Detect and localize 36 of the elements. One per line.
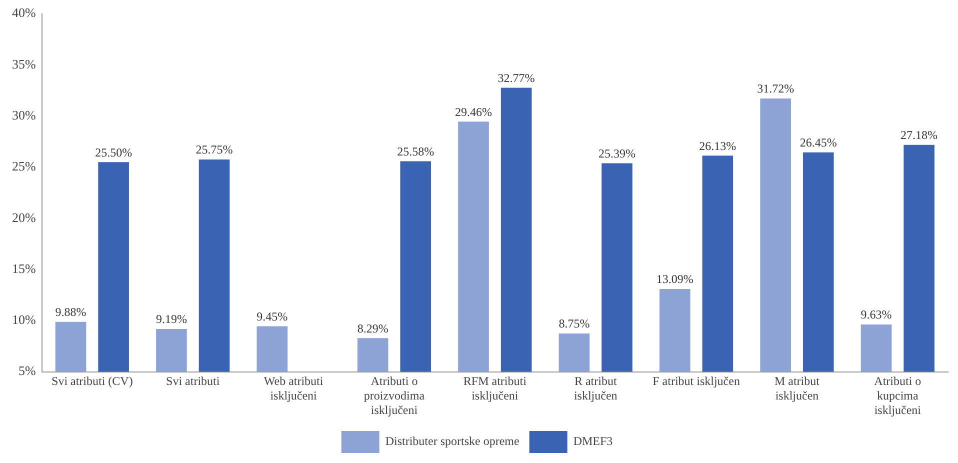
legend-label: DMEF3 (573, 434, 613, 448)
y-tick-label: 35% (12, 56, 36, 72)
x-tick-label: R atribut isključen (574, 374, 618, 403)
x-tick-label: Atributi o proizvodima isključeni (364, 374, 426, 417)
y-tick-label: 15% (12, 260, 36, 276)
y-tick-label: 30% (12, 108, 36, 123)
y-tick-label: 25% (12, 158, 36, 174)
data-label: 8.29% (357, 321, 388, 336)
data-label: 9.88% (55, 305, 86, 320)
y-tick-label: 40% (12, 5, 36, 20)
data-label: 29.46% (455, 104, 492, 119)
data-label: 13.09% (656, 272, 694, 286)
x-tick-label: Web atributi isključeni (264, 374, 324, 403)
x-tick-label: Atributi o kupcima isključeni (874, 374, 922, 417)
data-label: 25.39% (598, 146, 636, 160)
x-tick-label: M atribut isključen (774, 374, 820, 403)
data-label: 27.18% (900, 128, 938, 142)
y-tick-label: 20% (12, 210, 36, 225)
data-label: 25.50% (95, 145, 132, 160)
x-tick-label: Svi atributi (CV) (52, 374, 133, 388)
y-tick-label: 10% (12, 312, 36, 328)
x-tick-label: Svi atributi (166, 374, 220, 388)
data-label: 26.45% (800, 136, 837, 150)
data-label: 25.75% (196, 142, 233, 157)
data-label: 9.63% (860, 308, 892, 322)
data-label: 9.19% (156, 312, 187, 326)
y-tick-label: 5% (18, 363, 36, 378)
data-label: 26.13% (699, 138, 736, 153)
data-label: 25.58% (397, 144, 434, 158)
x-tick-label: F atribut isključen (652, 374, 740, 388)
x-tick-label: RFM atributi isključeni (463, 374, 528, 403)
data-label: 32.77% (498, 70, 535, 85)
data-label: 8.75% (558, 316, 590, 331)
data-label: 31.72% (757, 82, 794, 96)
legend-label: Distributer sportske opreme (385, 434, 520, 448)
data-label: 9.45% (256, 309, 288, 324)
